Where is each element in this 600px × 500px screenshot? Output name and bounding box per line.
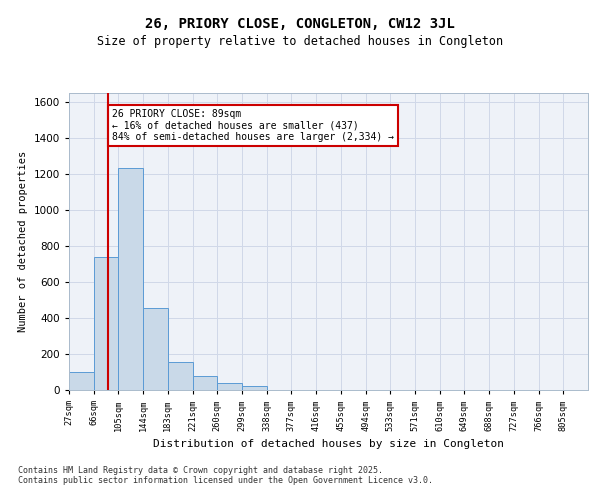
X-axis label: Distribution of detached houses by size in Congleton: Distribution of detached houses by size … — [153, 439, 504, 449]
Text: Size of property relative to detached houses in Congleton: Size of property relative to detached ho… — [97, 35, 503, 48]
Text: 26, PRIORY CLOSE, CONGLETON, CW12 3JL: 26, PRIORY CLOSE, CONGLETON, CW12 3JL — [145, 18, 455, 32]
Bar — [168, 362, 193, 390]
Text: 26 PRIORY CLOSE: 89sqm
← 16% of detached houses are smaller (437)
84% of semi-de: 26 PRIORY CLOSE: 89sqm ← 16% of detached… — [112, 108, 394, 142]
Y-axis label: Number of detached properties: Number of detached properties — [18, 150, 28, 332]
Bar — [217, 383, 242, 390]
Bar — [118, 168, 143, 390]
Bar — [242, 386, 267, 390]
Text: Contains HM Land Registry data © Crown copyright and database right 2025.
Contai: Contains HM Land Registry data © Crown c… — [18, 466, 433, 485]
Bar — [69, 372, 94, 390]
Bar — [143, 308, 168, 390]
Bar — [94, 256, 118, 390]
Bar — [193, 376, 217, 390]
